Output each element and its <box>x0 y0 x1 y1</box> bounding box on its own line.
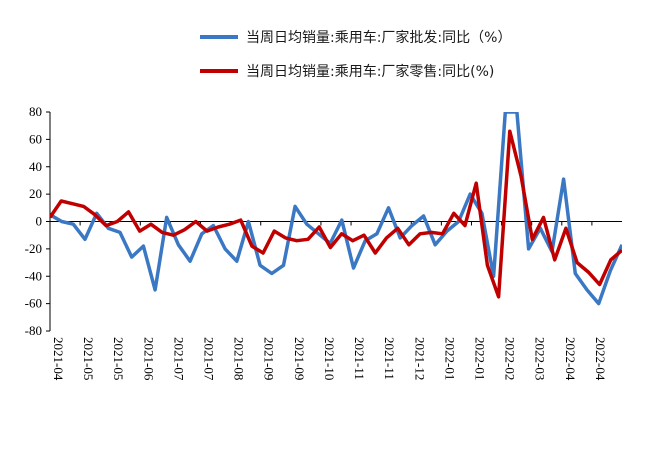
x-tick-label: 2021-07 <box>171 337 186 381</box>
y-tick-label: -80 <box>25 323 42 338</box>
x-tick-label: 2022-04 <box>563 337 578 381</box>
x-tick-label: 2021-09 <box>262 337 277 380</box>
y-tick-label: -20 <box>25 241 42 256</box>
x-tick-label: 2021-08 <box>232 337 247 380</box>
x-tick-label: 2021-11 <box>352 337 367 380</box>
x-tick-label: 2021-10 <box>322 337 337 380</box>
x-tick-label: 2021-07 <box>202 337 217 381</box>
x-tick-label: 2021-05 <box>111 337 126 380</box>
legend-item-retail: 当周日均销量:乘用车:厂家零售:同比(%) <box>200 61 494 81</box>
plot-area: 80 60 40 20 0 -20 -40 -60 -80 2021-04 2021-05 2021-… <box>25 104 622 381</box>
series-line-retail <box>50 129 622 299</box>
x-tick-label: 2021-12 <box>412 337 427 380</box>
x-tick-label: 2022-04 <box>593 337 608 381</box>
legend-swatch-wholesale <box>200 35 238 39</box>
y-tick-label: 80 <box>29 104 42 119</box>
x-tick-label: 2021-09 <box>292 337 307 380</box>
legend-item-wholesale: 当周日均销量:乘用车:厂家批发:同比（%） <box>200 27 511 47</box>
x-tick-label: 2021-06 <box>141 337 156 381</box>
x-tick-label: 2022-01 <box>472 337 487 380</box>
y-tick-label: 20 <box>29 186 42 201</box>
y-tick-label: 0 <box>36 214 43 229</box>
x-tick-label: 2022-02 <box>503 337 518 380</box>
x-tick-label: 2021-04 <box>51 337 66 381</box>
series-line-wholesale <box>50 112 622 306</box>
x-tick-label: 2022-01 <box>442 337 457 380</box>
y-tick-label: -40 <box>25 268 42 283</box>
x-tick-label: 2021-05 <box>81 337 96 380</box>
y-tick-label: 60 <box>29 131 42 146</box>
x-tick-label: 2021-11 <box>382 337 397 380</box>
y-tick-label: -60 <box>25 296 42 311</box>
legend-label-retail: 当周日均销量:乘用车:厂家零售:同比(%) <box>246 64 495 80</box>
x-tick-label: 2022-03 <box>533 337 548 380</box>
legend-swatch-retail <box>200 69 238 73</box>
legend-label-wholesale: 当周日均销量:乘用车:厂家批发:同比（%） <box>246 30 512 46</box>
y-tick-label: 40 <box>29 159 42 174</box>
